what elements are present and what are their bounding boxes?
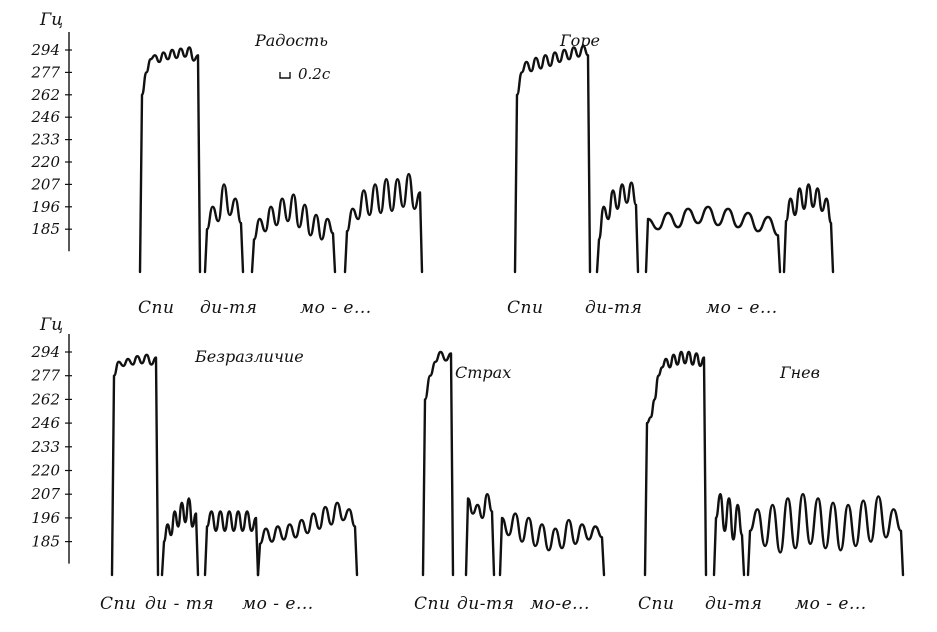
syllable-label: ди - тя <box>145 594 214 614</box>
pitch-contour-segment <box>138 46 202 274</box>
y-tick-label: 262 <box>30 86 60 104</box>
y-tick-label: 220 <box>30 153 60 171</box>
syllable-label: Спи <box>507 298 543 318</box>
y-tick-label: 207 <box>30 175 60 193</box>
y-tick-label: 196 <box>31 509 60 527</box>
y-tick-label: 220 <box>30 462 60 480</box>
syllable-label: ди-тя <box>585 298 642 318</box>
y-tick-label: 185 <box>31 533 60 551</box>
y-tick-label: 233 <box>30 131 60 149</box>
pitch-contour-segment <box>464 493 496 577</box>
y-unit-label: Гц <box>39 10 63 30</box>
y-tick-label: 233 <box>30 438 60 456</box>
pitch-contour-segment <box>644 205 782 274</box>
y-tick-label: 294 <box>30 343 60 361</box>
syllable-label: ди-тя <box>200 298 257 318</box>
pitch-contour-segment <box>203 510 260 577</box>
panel-title: Гнев <box>779 363 820 382</box>
pitch-contour-segment <box>712 493 746 577</box>
pitch-contour-segment <box>250 193 337 274</box>
syllable-label: мо - е... <box>242 594 314 614</box>
pitch-contour-segment <box>203 183 245 274</box>
syllable-label: мо - е... <box>300 298 372 318</box>
syllable-label: Спи <box>138 298 174 318</box>
y-unit-label: Гц <box>39 315 63 335</box>
syllable-label: Спи <box>100 594 136 614</box>
time-scale-label: 0.2с <box>298 65 331 83</box>
pitch-contour-segment <box>256 501 359 577</box>
y-tick-label: 246 <box>30 414 60 432</box>
y-tick-label: 196 <box>31 198 60 216</box>
pitch-contour-segment <box>782 183 835 274</box>
pitch-contour-segment <box>160 497 200 577</box>
pitch-contour-segment <box>110 353 160 577</box>
pitch-contour-segment <box>746 493 905 577</box>
panel-title: Радость <box>254 31 328 50</box>
pitch-contour-segment <box>595 181 640 274</box>
y-tick-label: 294 <box>30 41 60 59</box>
y-tick-label: 277 <box>30 63 60 81</box>
pitch-contour-segment <box>513 44 592 274</box>
y-tick-label: 277 <box>30 367 60 385</box>
pitch-contour-segment <box>343 172 424 274</box>
syllable-label: мо - е... <box>795 594 867 614</box>
syllable-label: мо-е... <box>530 594 590 614</box>
y-tick-label: 246 <box>30 108 60 126</box>
syllable-label: мо - е... <box>706 298 778 318</box>
panel-title: Страх <box>455 363 511 382</box>
time-scale-bracket <box>279 72 291 79</box>
syllable-label: ди-тя <box>705 594 762 614</box>
y-tick-label: 262 <box>30 390 60 408</box>
pitch-contour-segment <box>498 512 606 577</box>
syllable-label: Спи <box>638 594 674 614</box>
y-tick-label: 185 <box>31 220 60 238</box>
syllable-label: Спи <box>414 594 450 614</box>
pitch-contour-segment <box>421 350 455 577</box>
pitch-contour-segment <box>643 350 708 577</box>
y-tick-label: 207 <box>30 485 60 503</box>
panel-title: Горе <box>559 31 600 50</box>
syllable-label: ди-тя <box>457 594 514 614</box>
panel-title: Безразличие <box>194 347 304 366</box>
